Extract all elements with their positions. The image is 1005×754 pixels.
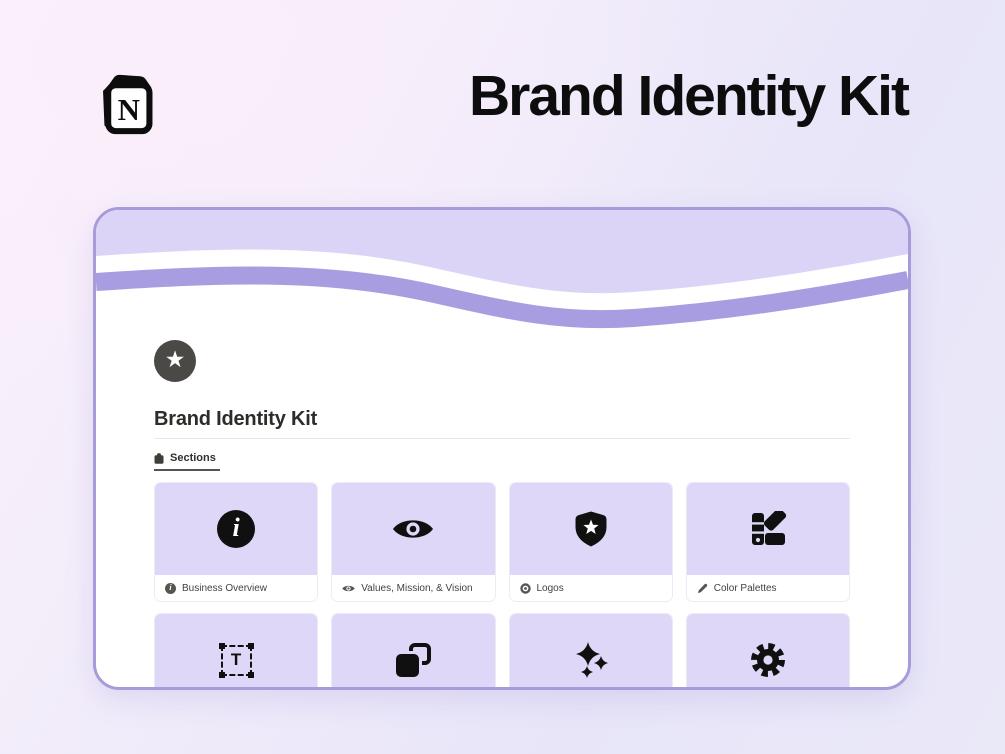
cover-wave-graphic <box>96 210 908 340</box>
tile-label-text: Values, Mission, & Vision <box>361 582 473 594</box>
notebook-icon <box>154 452 164 464</box>
sections-grid: i i Business Overview <box>154 482 850 687</box>
tile-label-text: Business Overview <box>182 582 268 594</box>
brush-mini-icon <box>697 583 708 593</box>
star-glyph: ★ <box>164 346 186 373</box>
section-tile-color-palettes[interactable]: Color Palettes <box>685 482 850 602</box>
tile-cover: T <box>155 614 318 687</box>
tile-cover: i <box>155 483 318 575</box>
card-heading: Brand Identity Kit <box>154 408 318 430</box>
section-tile-settings[interactable] <box>685 613 850 687</box>
section-tile-business-overview[interactable]: i i Business Overview <box>154 482 319 602</box>
eye-icon <box>393 520 434 538</box>
section-tile-sparkles[interactable] <box>508 613 673 687</box>
page-title: Brand Identity Kit <box>468 64 910 128</box>
sparkles-icon <box>575 642 608 678</box>
tile-label-text: Color Palettes <box>713 582 777 594</box>
notion-logo-icon: N <box>103 74 153 135</box>
copy-icon <box>395 643 431 677</box>
shield-star-icon <box>575 511 607 547</box>
section-tile-logos[interactable]: Logos <box>508 482 673 602</box>
tab-sections-label: Sections <box>170 452 216 464</box>
info-icon: i <box>217 510 256 548</box>
info-mini-icon: i <box>165 582 176 594</box>
heading-divider <box>154 438 850 439</box>
eye-mini-icon <box>342 585 355 591</box>
tab-sections[interactable]: Sections <box>154 449 220 471</box>
tile-label-text: Logos <box>536 582 564 594</box>
svg-text:N: N <box>118 92 140 127</box>
tile-cover <box>332 614 495 687</box>
section-tile-templates[interactable] <box>331 613 496 687</box>
tile-cover <box>509 614 672 687</box>
tile-cover <box>332 483 495 575</box>
text-selection-icon: T <box>218 642 254 678</box>
section-tile-typography[interactable]: T <box>154 613 319 687</box>
tile-cover <box>686 614 849 687</box>
promo-header: N Brand Identity Kit <box>0 0 1005 200</box>
badge-mini-icon <box>519 582 531 594</box>
tile-cover <box>686 483 849 575</box>
star-page-icon[interactable]: ★ <box>154 340 196 382</box>
tile-cover <box>509 483 672 575</box>
color-swatches-icon <box>751 511 787 545</box>
template-preview-card: ★ Brand Identity Kit Sections i i <box>93 207 911 690</box>
section-tile-values-mission-vision[interactable]: Values, Mission, & Vision <box>331 482 496 602</box>
tab-bar: Sections <box>154 449 850 471</box>
gear-icon <box>750 643 785 677</box>
